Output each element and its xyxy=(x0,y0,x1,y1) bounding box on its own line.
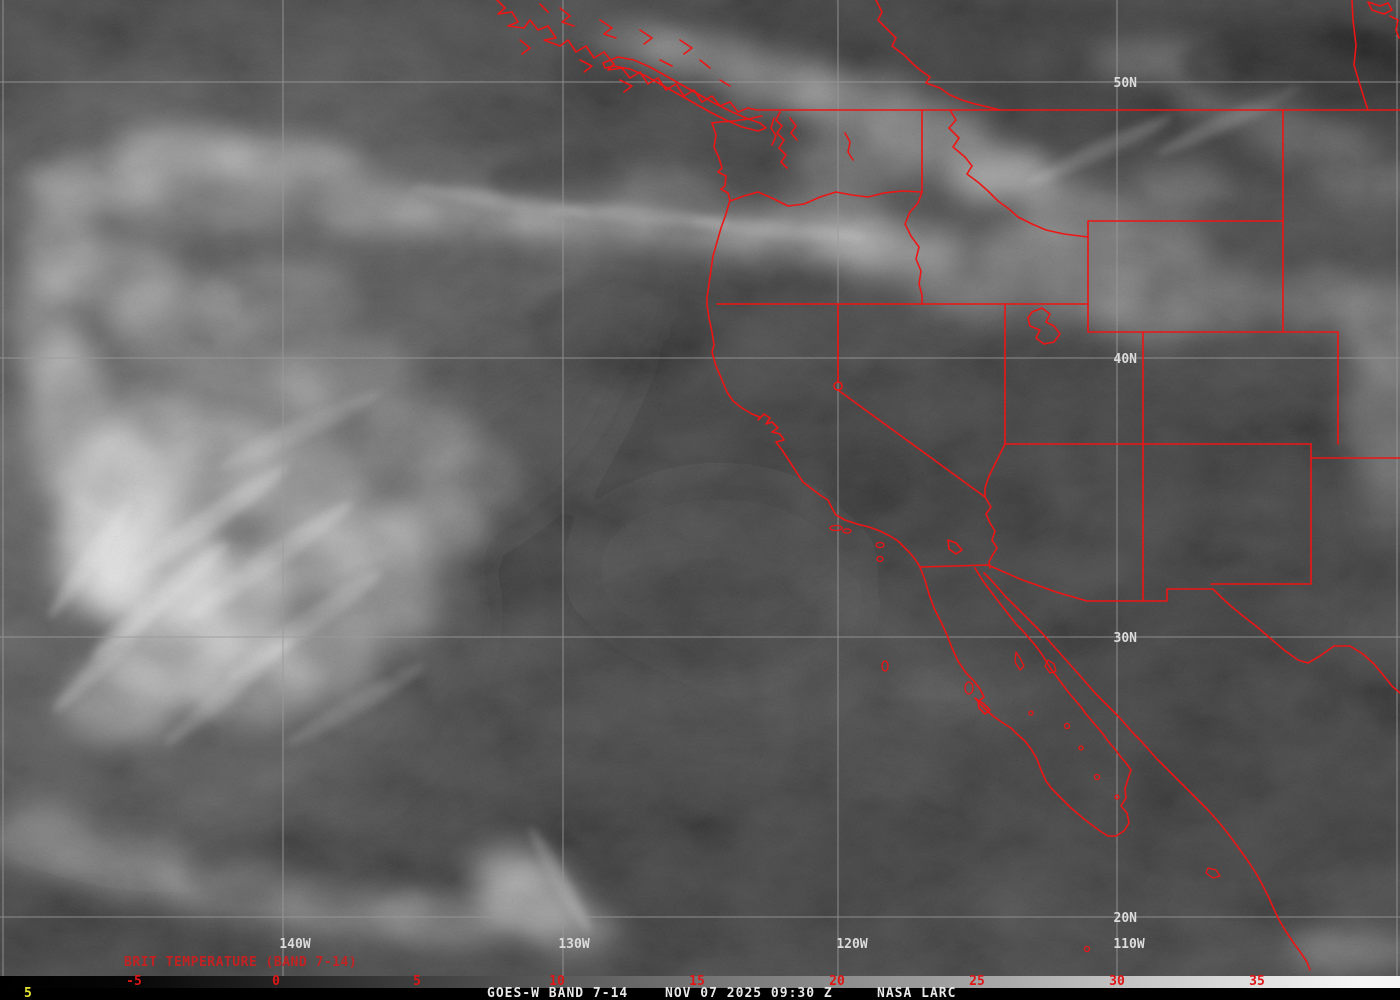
ca-nv-border-path xyxy=(837,303,986,498)
colorbar-tick: 10 xyxy=(549,974,565,989)
sinaloa-island-path xyxy=(1205,867,1221,879)
lat-label-40n: 40N xyxy=(1114,352,1138,367)
latlon-gridlines xyxy=(0,0,1400,976)
great-salt-lake-path xyxy=(1027,307,1061,345)
angel-de-la-guarda-path xyxy=(1014,651,1025,671)
gulf-island-icon xyxy=(1028,710,1034,716)
us-mexico-border-path xyxy=(919,564,1214,602)
lat-label-30n: 30N xyxy=(1114,631,1138,646)
graticule-labels: 50N 40N 30N 20N 140W 130W 120W 110W xyxy=(279,76,1144,952)
tiburon-island-path xyxy=(1044,659,1057,674)
guadalupe-island-icon xyxy=(881,660,889,672)
gulf-island-icon xyxy=(1078,745,1084,751)
bc-fjords-path xyxy=(519,3,731,93)
satellite-map-svg: 50N 40N 30N 20N 140W 130W 120W 110W xyxy=(0,0,1400,976)
lon-label-110w: 110W xyxy=(1113,937,1144,952)
colorado-river-border-path xyxy=(984,443,1006,569)
gulf-island-icon xyxy=(1063,722,1071,730)
bc-ab-border-path xyxy=(875,0,1001,111)
bc-coastline-path xyxy=(496,0,758,113)
manitoba-lakes-path xyxy=(1367,1,1400,39)
west-coast-path xyxy=(706,122,921,568)
puget-sound-path xyxy=(711,111,798,169)
colorbar-tick: 25 xyxy=(969,974,985,989)
status-product-label: GOES-W BAND 7-14 xyxy=(487,986,629,1000)
san-clemente-island-icon xyxy=(876,555,884,563)
nm-tx-borders-path xyxy=(1210,443,1400,585)
mexico-mainland-coast-path xyxy=(983,572,1311,971)
rio-grande-path xyxy=(1212,588,1400,694)
baja-california-path xyxy=(919,566,1132,837)
map-red-dot-icon xyxy=(1083,945,1091,953)
lat-label-50n: 50N xyxy=(1114,76,1138,91)
lon-label-120w: 120W xyxy=(836,937,867,952)
gulf-island-icon xyxy=(1093,773,1101,781)
columbia-river-border-path xyxy=(729,190,923,207)
status-timestamp: NOV 07 2025 09:30 Z xyxy=(665,986,833,1000)
colorbar-tick: 20 xyxy=(829,974,845,989)
catalina-island-icon xyxy=(875,541,885,549)
lon-label-130w: 130W xyxy=(558,937,589,952)
channel-island-icon xyxy=(842,528,852,534)
lake-tahoe-outline xyxy=(833,381,843,391)
status-bar: 5 GOES-W BAND 7-14 NOV 07 2025 09:30 Z N… xyxy=(0,986,1400,1000)
snake-river-border-path xyxy=(904,191,923,305)
colorbar-tick: 35 xyxy=(1249,974,1265,989)
sk-mb-border-path xyxy=(1351,0,1369,111)
id-mt-border-path xyxy=(948,109,1089,238)
colorbar-tick: 5 xyxy=(413,974,421,989)
lon-label-140w: 140W xyxy=(279,937,310,952)
product-title: BRIT TEMPERATURE (BAND 7-14) xyxy=(124,955,358,970)
gulf-island-icon xyxy=(1114,794,1120,800)
wyoming-borders-path xyxy=(1087,109,1339,333)
colorbar-tick: -5 xyxy=(126,974,142,989)
sensor-grain-texture xyxy=(0,0,1400,976)
cedros-island-icon xyxy=(964,681,974,695)
map-boundaries-overlay xyxy=(496,0,1400,971)
islands-group xyxy=(829,524,1221,953)
status-left-indicator: 5 xyxy=(24,986,32,1000)
salton-sea-path xyxy=(947,539,963,555)
lake-chelan-path xyxy=(844,132,854,161)
colorbar-tick: 0 xyxy=(272,974,280,989)
channel-island-icon xyxy=(829,524,843,532)
temperature-colorbar: -5 0 5 10 15 20 25 30 35 xyxy=(0,974,1400,989)
vizcaino-lagoon-path xyxy=(977,699,991,715)
vancouver-island-path xyxy=(602,56,767,132)
status-source-label: NASA LARC xyxy=(877,986,957,1000)
colorbar-tick: 15 xyxy=(689,974,705,989)
colorbar-tick: 30 xyxy=(1109,974,1125,989)
satellite-map-image: 50N 40N 30N 20N 140W 130W 120W 110W xyxy=(0,0,1400,976)
lat-label-20n: 20N xyxy=(1114,911,1138,926)
